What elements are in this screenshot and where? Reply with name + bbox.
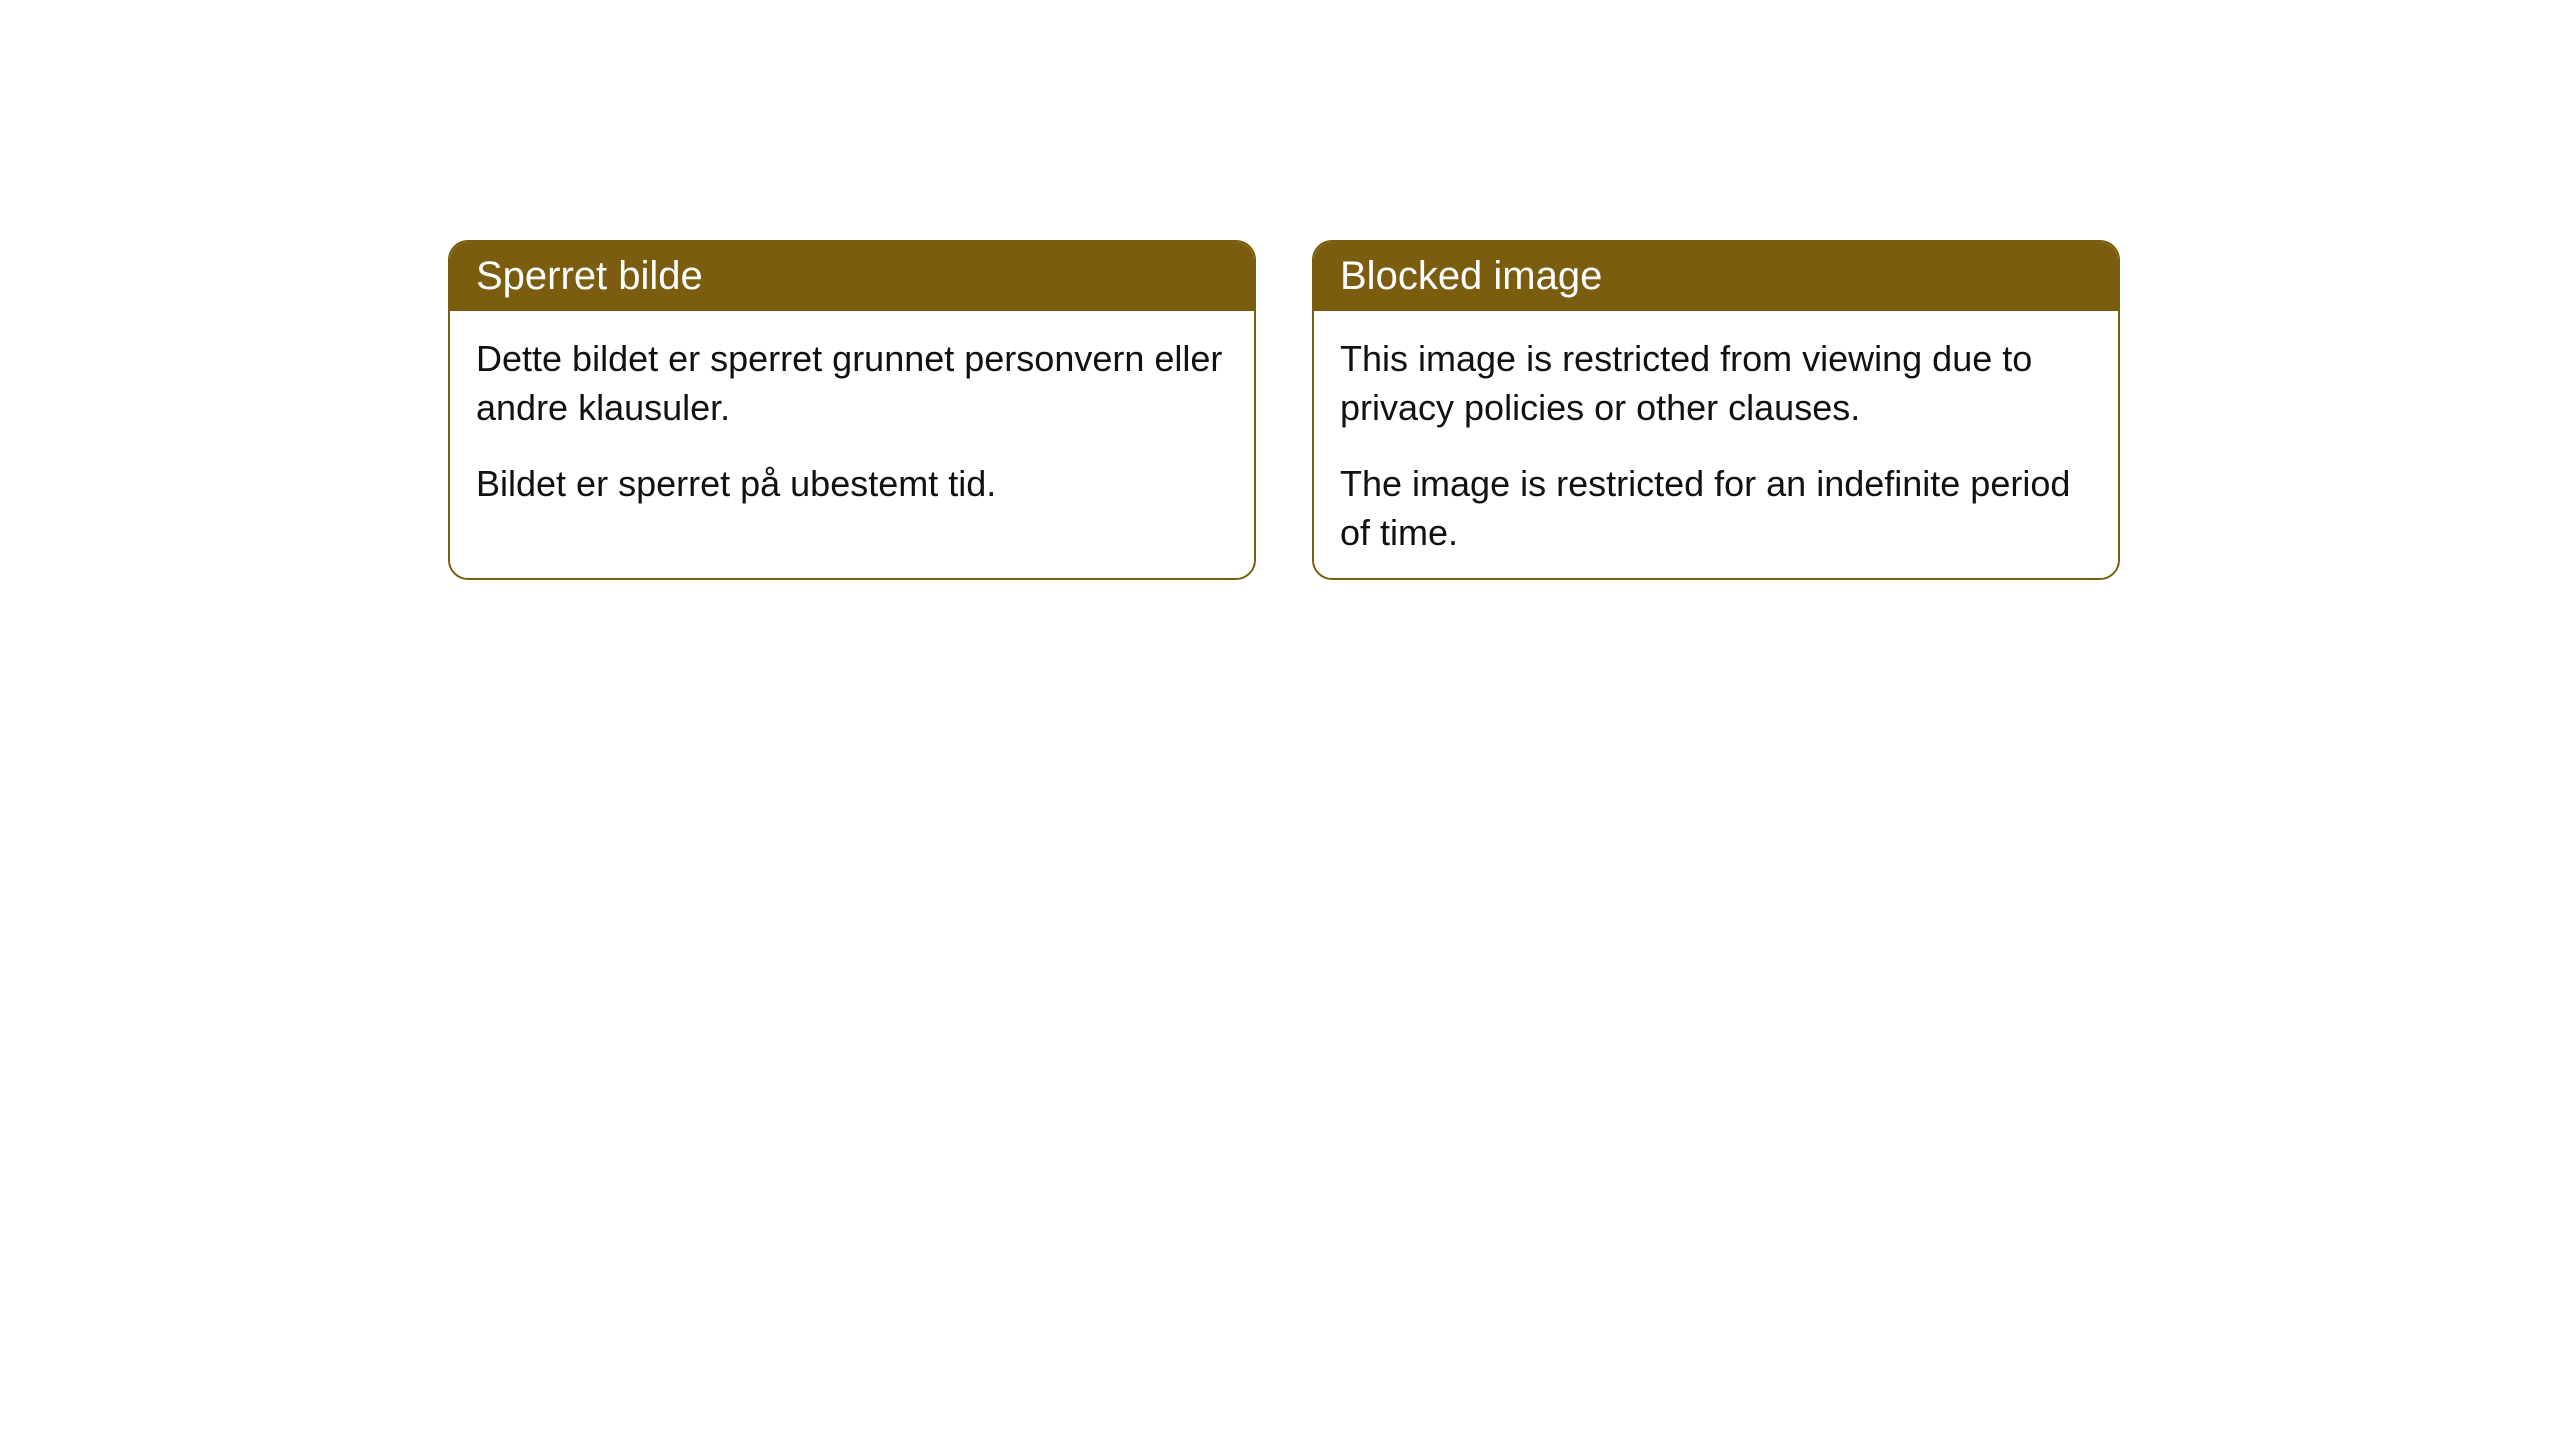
card-paragraph-2-norwegian: Bildet er sperret på ubestemt tid.	[476, 460, 1228, 509]
card-header-english: Blocked image	[1314, 242, 2118, 311]
card-paragraph-2-english: The image is restricted for an indefinit…	[1340, 460, 2092, 557]
notice-cards-container: Sperret bilde Dette bildet er sperret gr…	[448, 240, 2120, 580]
card-paragraph-1-english: This image is restricted from viewing du…	[1340, 335, 2092, 432]
card-header-norwegian: Sperret bilde	[450, 242, 1254, 311]
blocked-image-card-english: Blocked image This image is restricted f…	[1312, 240, 2120, 580]
blocked-image-card-norwegian: Sperret bilde Dette bildet er sperret gr…	[448, 240, 1256, 580]
card-body-english: This image is restricted from viewing du…	[1314, 311, 2118, 580]
card-paragraph-1-norwegian: Dette bildet er sperret grunnet personve…	[476, 335, 1228, 432]
card-body-norwegian: Dette bildet er sperret grunnet personve…	[450, 311, 1254, 533]
